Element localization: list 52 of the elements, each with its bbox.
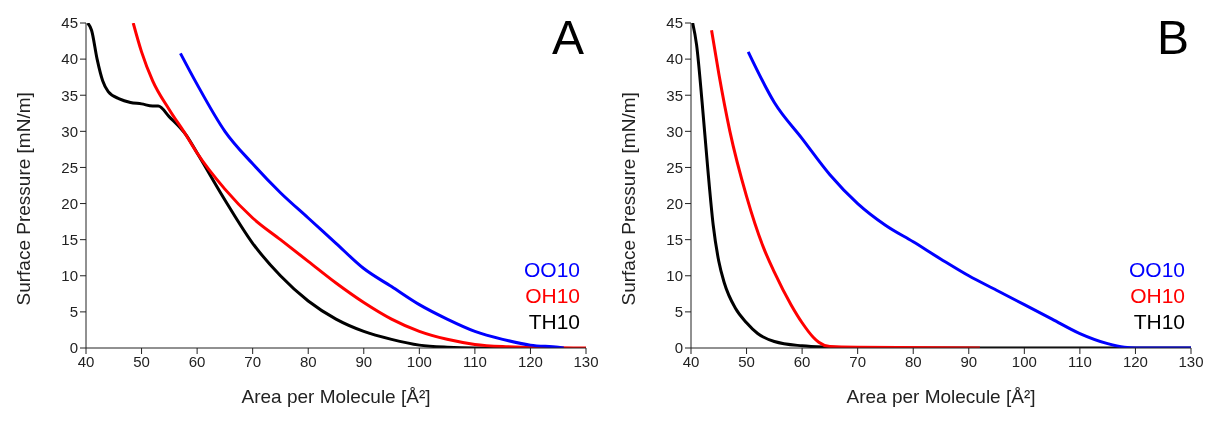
y-tick-label: 40 bbox=[666, 50, 683, 68]
y-tick-label: 15 bbox=[61, 230, 78, 248]
y-tick-label: 35 bbox=[666, 86, 683, 104]
x-tick-label: 50 bbox=[738, 352, 755, 370]
x-tick-label: 80 bbox=[904, 352, 922, 370]
chart-title: A bbox=[551, 10, 584, 65]
y-tick-label: 10 bbox=[61, 267, 78, 285]
y-tick-label: 45 bbox=[666, 14, 683, 32]
series-label: OH10 bbox=[524, 283, 580, 309]
x-axis-title: Area per Molecule [Å²] bbox=[846, 386, 1036, 407]
x-tick-label: 110 bbox=[1067, 352, 1092, 370]
y-tick-label: 0 bbox=[69, 339, 78, 357]
text: OO10 bbox=[1128, 257, 1185, 283]
y-tick-label: 30 bbox=[61, 122, 78, 140]
y-tick-label: 0 bbox=[674, 339, 683, 357]
series-label: TH10 bbox=[1132, 309, 1185, 335]
x-tick-label: 60 bbox=[188, 352, 206, 370]
series-label: TH10 bbox=[527, 309, 580, 335]
x-tick-label: 110 bbox=[462, 352, 487, 370]
x-tick-label: 100 bbox=[406, 352, 432, 370]
y-tick-label: 15 bbox=[666, 230, 683, 248]
x-tick-label: 120 bbox=[517, 352, 543, 370]
y-tick-label: 30 bbox=[666, 122, 683, 140]
x-tick-label: 70 bbox=[849, 352, 867, 370]
y-tick-label: 20 bbox=[61, 194, 78, 212]
x-axis-title: Area per Molecule [Å²] bbox=[241, 386, 431, 407]
x-tick-label: 50 bbox=[133, 352, 150, 370]
line-series bbox=[131, 23, 586, 348]
x-tick-label: 130 bbox=[573, 352, 599, 370]
x-tick-label: 90 bbox=[960, 352, 978, 370]
x-tick-label: 90 bbox=[355, 352, 373, 370]
y-tick-label: 40 bbox=[61, 50, 78, 68]
x-tick-label: 70 bbox=[244, 352, 262, 370]
y-axis-title: Surface Pressure [mN/m] bbox=[12, 92, 34, 306]
text: OO10 bbox=[523, 257, 580, 283]
chart-title: B bbox=[1156, 10, 1189, 65]
line-series bbox=[710, 28, 982, 348]
text: OH10 bbox=[1129, 283, 1185, 309]
y-tick-label: 5 bbox=[69, 303, 78, 321]
y-axis-title: Surface Pressure [mN/m] bbox=[617, 92, 639, 306]
x-tick-label: 60 bbox=[793, 352, 811, 370]
x-tick-label: 100 bbox=[1011, 352, 1037, 370]
x-tick-label: 120 bbox=[1122, 352, 1148, 370]
y-tick-label: 35 bbox=[61, 86, 78, 104]
y-tick-label: 45 bbox=[61, 14, 78, 32]
x-tick-label: 80 bbox=[299, 352, 317, 370]
x-tick-label: 130 bbox=[1178, 352, 1204, 370]
y-tick-label: 5 bbox=[674, 303, 683, 321]
y-tick-label: 20 bbox=[666, 194, 683, 212]
y-tick-label: 25 bbox=[61, 158, 78, 176]
y-tick-label: 10 bbox=[666, 267, 683, 285]
y-tick-label: 25 bbox=[666, 158, 683, 176]
